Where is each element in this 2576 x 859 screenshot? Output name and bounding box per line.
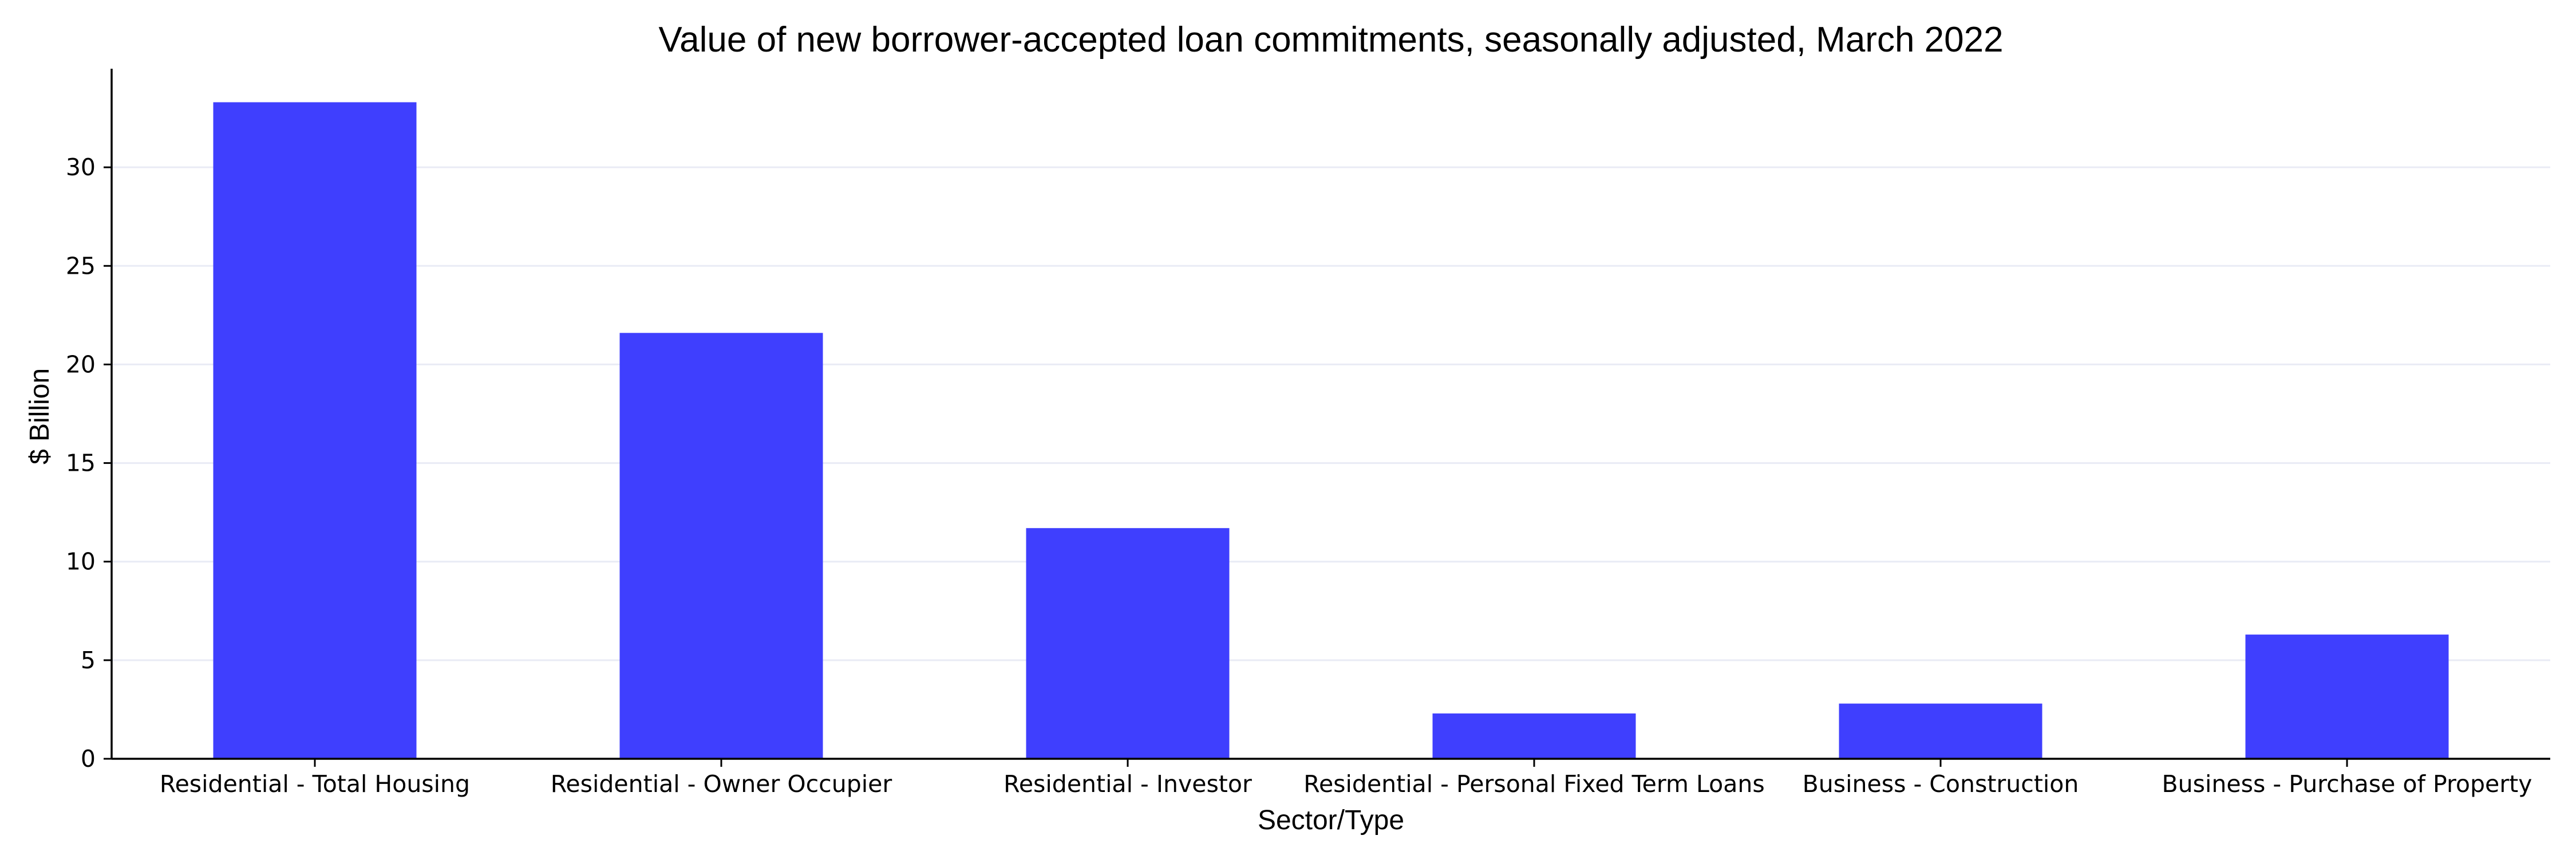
x-tick-label: Residential - Personal Fixed Term Loans [1303, 770, 1764, 798]
bars-layer [213, 102, 2449, 759]
y-tick-label: 20 [66, 350, 96, 378]
y-tick-label: 0 [81, 745, 96, 773]
y-axis-ticks: 0 5 10 15 20 25 30 [66, 153, 112, 773]
x-axis-ticks: Residential - Total Housing Residential -… [160, 759, 2532, 798]
y-tick-label: 30 [66, 153, 96, 181]
y-axis-title: $ Billion [25, 368, 55, 464]
x-tick-label: Residential - Owner Occupier [551, 770, 892, 798]
x-tick-label: Business - Purchase of Property [2162, 770, 2532, 798]
x-tick-label: Business - Construction [1803, 770, 2079, 798]
bar [1839, 703, 2042, 759]
y-tick-label: 5 [81, 647, 96, 674]
y-tick-label: 10 [66, 548, 96, 576]
bar [2245, 635, 2449, 759]
x-axis-title: Sector/Type [1258, 805, 1404, 836]
x-tick-label: Residential - Investor [1003, 770, 1252, 798]
bar [213, 102, 417, 759]
y-tick-label: 15 [66, 450, 96, 477]
bar [1432, 713, 1636, 759]
grid-layer [112, 166, 2550, 661]
chart-title: Value of new borrower-accepted loan comm… [658, 20, 2003, 60]
x-tick-label: Residential - Total Housing [160, 770, 470, 798]
bar [1026, 528, 1230, 759]
bar [619, 333, 823, 759]
y-tick-label: 25 [66, 252, 96, 279]
